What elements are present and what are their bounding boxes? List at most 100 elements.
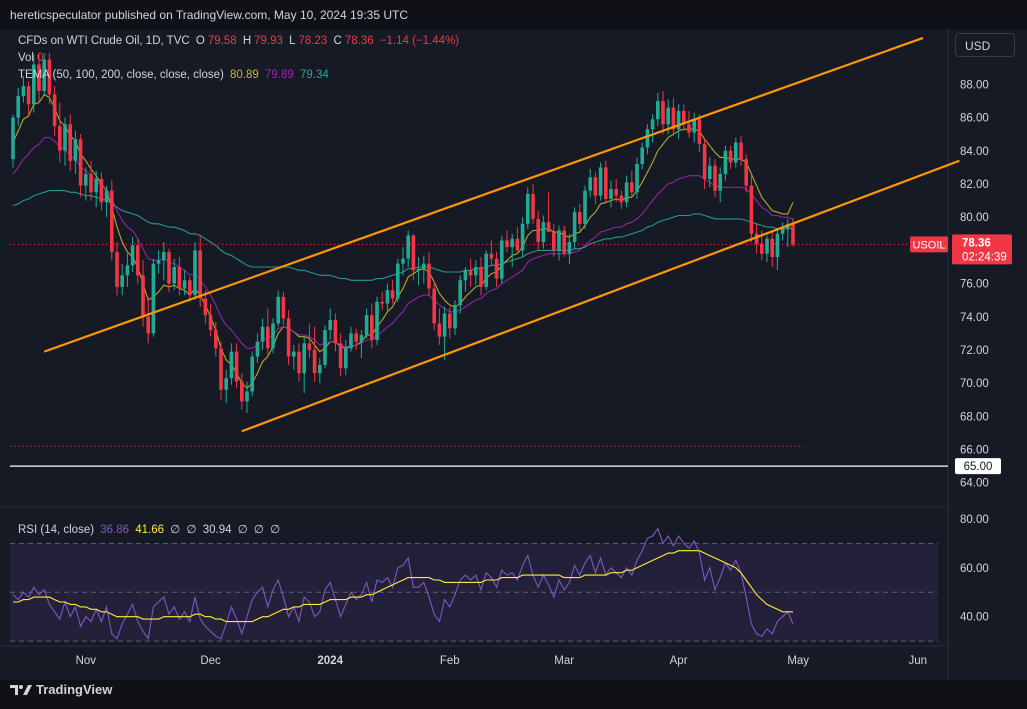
- candle-body: [567, 242, 572, 254]
- time-tick-label: Apr: [670, 655, 688, 667]
- candle-body: [406, 235, 410, 259]
- candle-up: [151, 258, 156, 337]
- candle-body: [214, 330, 218, 349]
- candle-up: [375, 296, 379, 345]
- candle-body: [380, 301, 384, 304]
- candle-body: [494, 258, 499, 279]
- candle-body: [375, 301, 379, 340]
- candle-up: [104, 185, 109, 218]
- candle-up: [510, 233, 514, 267]
- open-value: 79.58: [207, 35, 237, 47]
- candle-down: [188, 276, 192, 302]
- candle-up: [172, 258, 176, 291]
- close-value: 78.36: [344, 35, 374, 47]
- candle-body: [645, 129, 650, 148]
- candle-body: [765, 238, 769, 254]
- candle-body: [338, 343, 343, 369]
- candle-body: [68, 124, 72, 161]
- candle-down: [536, 210, 540, 251]
- candle-down: [630, 170, 634, 198]
- candle-body: [614, 188, 618, 196]
- price-tick-label: 80.00: [960, 212, 989, 224]
- candle-body: [468, 270, 473, 276]
- close-label: C: [333, 35, 342, 47]
- candle-body: [271, 323, 275, 349]
- candle-down: [744, 154, 748, 193]
- candle-up: [323, 325, 327, 369]
- candle-up: [260, 318, 265, 350]
- candle-down: [281, 291, 286, 326]
- rsi-empty-3: ∅: [237, 524, 248, 536]
- currency-button[interactable]: USD: [955, 33, 1015, 57]
- time-tick-label: Feb: [440, 655, 460, 667]
- candle-body: [484, 253, 488, 287]
- candle-down: [770, 230, 774, 267]
- candle-up: [125, 253, 130, 287]
- volume-legend: Vol 0: [18, 52, 46, 64]
- candle-body: [47, 59, 52, 95]
- candle-body: [557, 230, 561, 251]
- candle-up: [318, 358, 322, 384]
- candle-body: [697, 119, 702, 145]
- candle-body: [474, 266, 478, 276]
- candle-body: [656, 101, 660, 120]
- candle-body: [188, 280, 192, 296]
- candle-down: [546, 192, 551, 233]
- candle-down: [58, 102, 62, 163]
- time-tick-label: Dec: [200, 655, 221, 667]
- candle-down: [240, 373, 244, 410]
- candle-body: [479, 266, 483, 287]
- candle-body: [583, 190, 587, 224]
- candle-body: [224, 378, 228, 390]
- candle-up: [463, 266, 468, 292]
- price-tick-label: 66.00: [960, 445, 989, 457]
- candle-down: [687, 110, 691, 138]
- candle-down: [146, 296, 150, 344]
- rsi-empty-2: ∅: [186, 524, 197, 536]
- candle-up: [765, 235, 769, 262]
- candle-body: [364, 315, 369, 336]
- candle-up: [609, 180, 613, 208]
- candle-down: [505, 230, 509, 253]
- candle-body: [333, 320, 338, 344]
- candle-up: [583, 185, 587, 229]
- candle-down: [234, 343, 239, 389]
- candle-body: [84, 174, 88, 186]
- candle-body: [260, 326, 265, 342]
- candle-body: [52, 94, 57, 126]
- candle-down: [562, 225, 566, 258]
- candle-down: [489, 240, 494, 266]
- candle-body: [531, 193, 535, 219]
- candle-body: [692, 119, 696, 133]
- price-tick-label: 74.00: [960, 312, 989, 324]
- horizontal-line-badge-label: 65.00: [964, 461, 993, 473]
- candle-body: [489, 253, 494, 259]
- candle-body: [708, 165, 712, 180]
- candle-up: [588, 169, 592, 198]
- tradingview-footer[interactable]: TradingView: [10, 682, 112, 697]
- candle-up: [780, 222, 785, 241]
- candle-down: [604, 160, 608, 204]
- candle-body: [760, 243, 764, 254]
- candle-up: [775, 228, 780, 271]
- candle-up: [364, 308, 369, 339]
- candle-body: [318, 364, 322, 374]
- candle-body: [390, 290, 395, 299]
- candle-up: [271, 318, 275, 354]
- candle-body: [229, 351, 234, 379]
- price-tick-label: 86.00: [960, 113, 989, 125]
- candle-down: [214, 321, 218, 357]
- tradingview-logo-icon: [10, 684, 32, 695]
- candle-body: [312, 349, 317, 374]
- candle-up: [120, 263, 124, 296]
- candle-body: [78, 139, 83, 186]
- candle-body: [458, 280, 462, 306]
- candle-body: [37, 64, 41, 92]
- rsi-empty-5: ∅: [270, 524, 281, 536]
- candle-body: [604, 167, 608, 199]
- candle-body: [770, 238, 774, 258]
- candle-body: [219, 348, 223, 390]
- candle-body: [572, 212, 577, 243]
- candle-body: [307, 343, 312, 350]
